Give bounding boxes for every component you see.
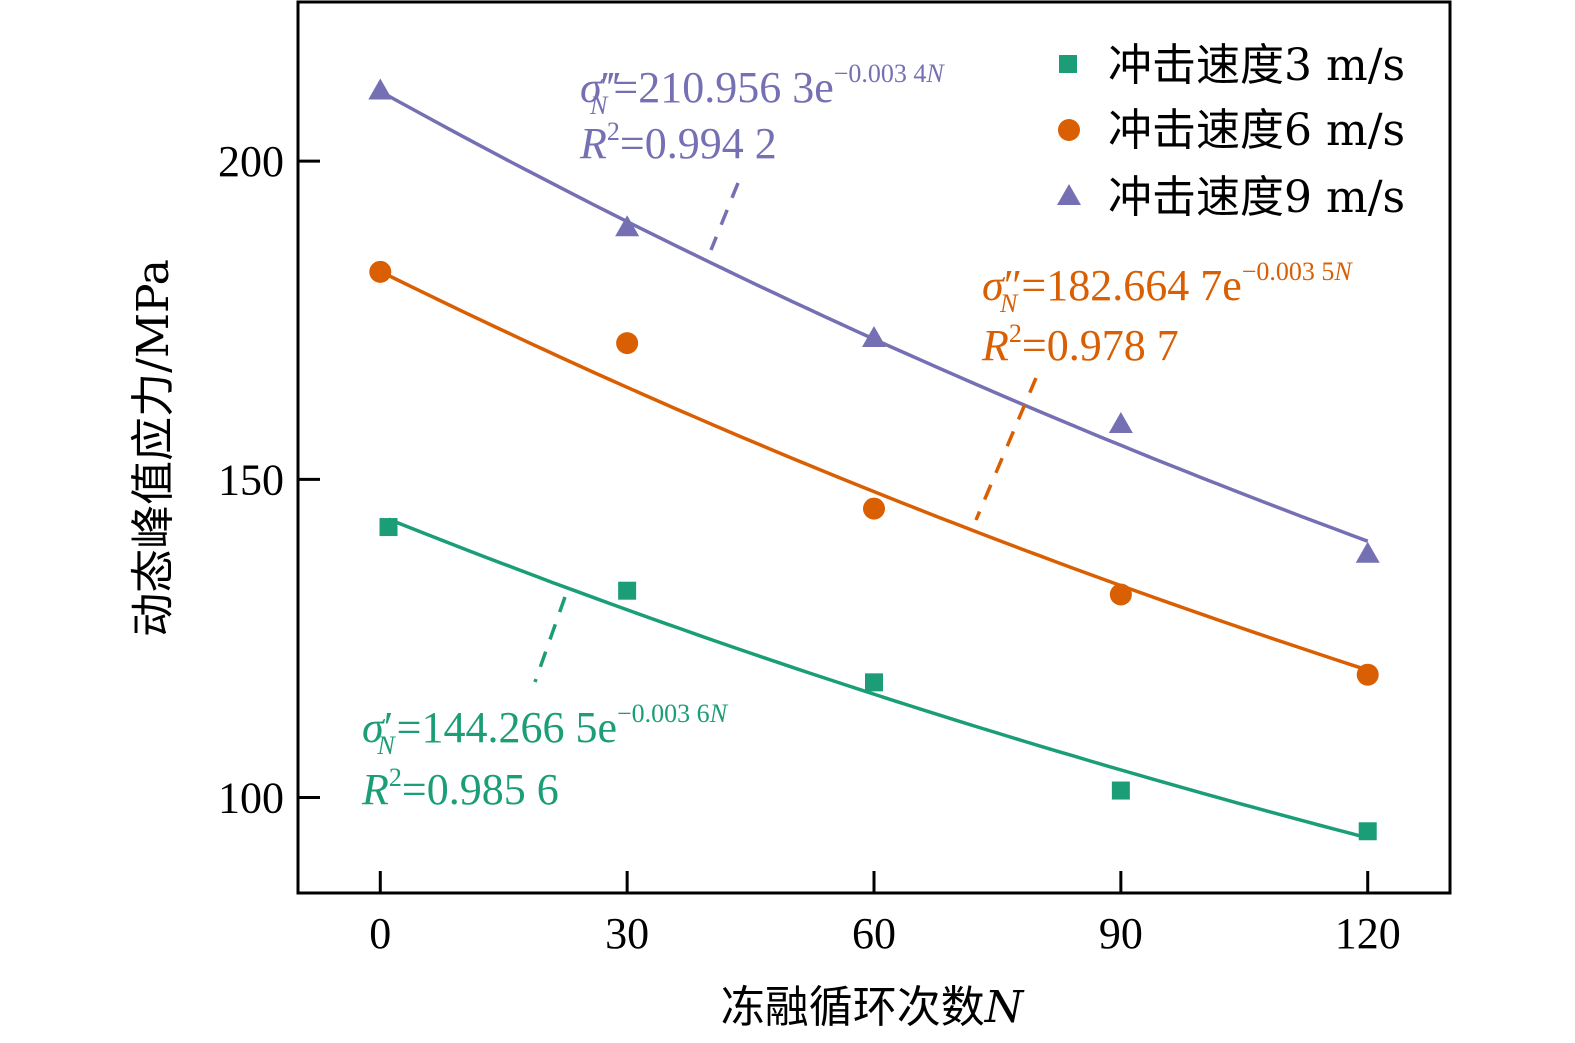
data-point-triangle-4: [1355, 541, 1380, 563]
x-tick-label-60: 60: [852, 909, 896, 958]
equation-6ms: σ″N=182.664 7e−0.003 5N: [982, 257, 1353, 318]
equation-3ms: σ′N=144.266 5e−0.003 6N: [362, 699, 729, 760]
data-point-circle-3: [1109, 583, 1132, 606]
legend-label-3ms: 冲击速度3 m/s: [1108, 40, 1405, 91]
legend: 冲击速度3 m/s 冲击速度6 m/s 冲击速度9 m/s: [1057, 40, 1405, 223]
fit-equation-6ms: σ″N=182.664 7e−0.003 5N R2=0.978 7: [981, 257, 1353, 370]
data-point-square-0: [379, 518, 398, 537]
data-point-square-4: [1358, 822, 1377, 841]
x-tick-label-30: 30: [605, 909, 649, 958]
fit-equation-3ms: σ′N=144.266 5e−0.003 6N R2=0.985 6: [361, 699, 729, 814]
fit-equation-9ms: σ‴N =210.956 3e−0.003 4N R2=0.994 2: [579, 59, 945, 168]
y-tick-label-200: 200: [218, 137, 284, 186]
data-point-square-1: [618, 581, 637, 600]
y-axis: 100 150 200: [218, 137, 320, 823]
y-tick-label-100: 100: [218, 774, 284, 823]
data-markers: [368, 78, 1380, 841]
data-point-circle-4: [1356, 663, 1379, 686]
leader-line-1: [974, 377, 1038, 521]
data-point-triangle-0: [368, 78, 393, 100]
data-point-circle-0: [369, 260, 392, 283]
leader-line-0: [709, 182, 740, 251]
r2-6ms: R2=0.978 7: [981, 319, 1179, 370]
y-tick-label-150: 150: [218, 455, 284, 504]
data-point-triangle-2: [862, 326, 886, 348]
legend-marker-square: [1059, 55, 1077, 73]
data-point-triangle-1: [615, 215, 640, 237]
legend-label-6ms: 冲击速度6 m/s: [1108, 105, 1405, 156]
data-point-square-3: [1111, 781, 1130, 800]
x-axis: 0 30 60 90 120: [369, 871, 1401, 958]
data-point-triangle-3: [1108, 411, 1133, 433]
x-tick-label-0: 0: [369, 909, 391, 958]
fit-curve-1: [379, 269, 1369, 672]
x-axis-title: 冻融循环次数N: [721, 982, 1025, 1033]
data-point-circle-2: [863, 497, 885, 520]
x-tick-label-90: 90: [1099, 909, 1143, 958]
legend-label-9ms: 冲击速度9 m/s: [1108, 172, 1405, 223]
r2-3ms: R2=0.985 6: [361, 763, 559, 814]
legend-marker-circle: [1058, 119, 1080, 141]
legend-marker-triangle: [1057, 184, 1081, 205]
annotation-leaders: [533, 182, 1038, 683]
data-point-circle-1: [616, 332, 639, 355]
y-axis-title: 动态峰值应力/MPa: [128, 259, 179, 637]
fit-curve-0: [387, 517, 1369, 840]
equation-9ms: σ‴N =210.956 3e−0.003 4N: [580, 59, 945, 120]
r2-9ms: R2=0.994 2: [579, 117, 777, 168]
data-point-square-2: [865, 673, 883, 692]
x-tick-label-120: 120: [1335, 909, 1401, 958]
leader-line-2: [533, 596, 567, 683]
fit-curve-2: [379, 89, 1369, 543]
